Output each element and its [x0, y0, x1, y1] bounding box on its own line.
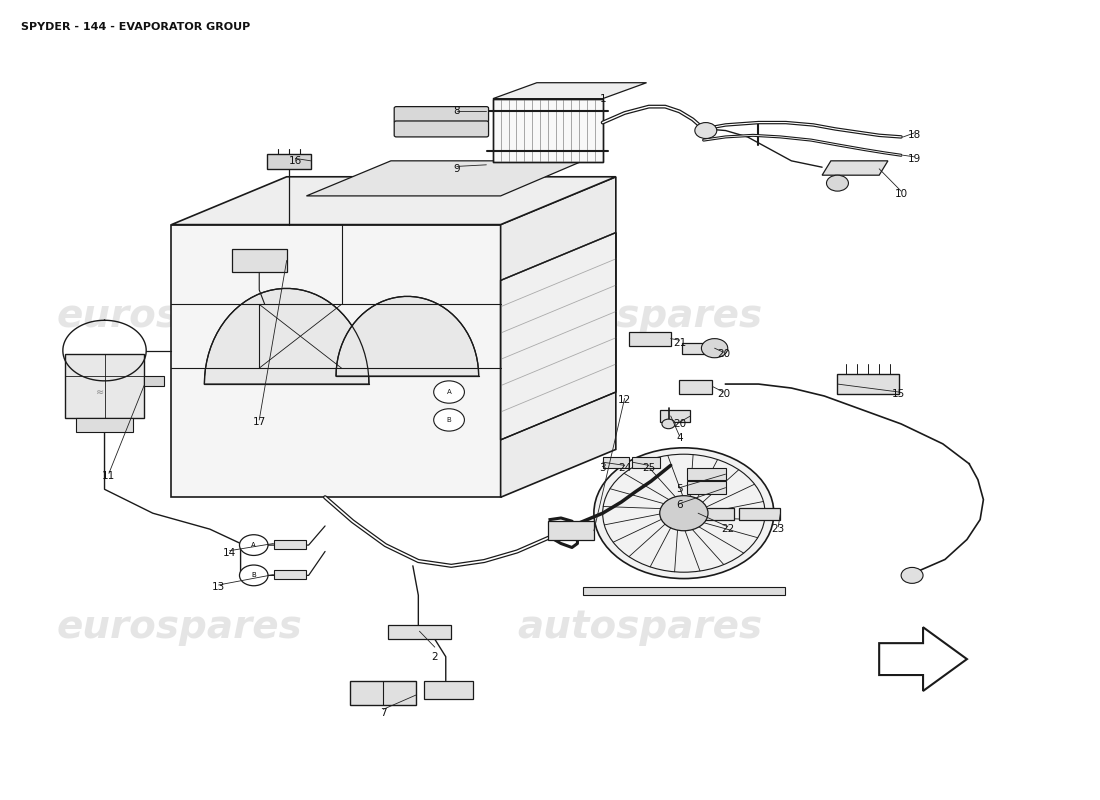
Polygon shape — [629, 332, 671, 346]
Circle shape — [695, 122, 717, 138]
Text: 21: 21 — [673, 338, 686, 347]
Polygon shape — [274, 570, 307, 579]
Circle shape — [594, 448, 773, 578]
Circle shape — [240, 565, 268, 586]
Text: eurospares: eurospares — [56, 298, 302, 335]
Text: 25: 25 — [642, 462, 656, 473]
Circle shape — [660, 496, 708, 530]
Polygon shape — [387, 625, 451, 639]
Polygon shape — [493, 82, 647, 98]
Polygon shape — [172, 177, 616, 225]
Polygon shape — [65, 354, 144, 418]
Polygon shape — [205, 289, 368, 384]
Text: 14: 14 — [223, 548, 236, 558]
Text: B: B — [447, 417, 451, 423]
Polygon shape — [267, 154, 311, 169]
FancyBboxPatch shape — [394, 106, 488, 122]
Polygon shape — [172, 225, 500, 498]
Text: 20: 20 — [717, 389, 730, 398]
Text: eurospares: eurospares — [56, 608, 302, 646]
Polygon shape — [76, 418, 133, 432]
Circle shape — [662, 419, 675, 429]
Polygon shape — [698, 508, 735, 519]
Circle shape — [702, 338, 728, 358]
Text: 2: 2 — [431, 652, 438, 662]
Polygon shape — [232, 249, 287, 273]
Text: 17: 17 — [253, 418, 266, 427]
Polygon shape — [837, 374, 899, 394]
Text: 22: 22 — [722, 524, 735, 534]
Text: A: A — [252, 542, 256, 548]
Text: 8: 8 — [453, 106, 460, 117]
Circle shape — [240, 534, 268, 555]
Text: 11: 11 — [102, 470, 116, 481]
Polygon shape — [603, 458, 629, 468]
Text: autospares: autospares — [517, 298, 762, 335]
Polygon shape — [879, 627, 967, 691]
Polygon shape — [274, 539, 307, 549]
Polygon shape — [493, 98, 603, 162]
Polygon shape — [583, 586, 784, 594]
Circle shape — [901, 567, 923, 583]
Text: 15: 15 — [892, 389, 905, 398]
Text: 5: 5 — [676, 484, 683, 494]
Polygon shape — [144, 376, 164, 386]
Text: 18: 18 — [908, 130, 921, 140]
Text: 13: 13 — [212, 582, 226, 592]
Polygon shape — [660, 410, 691, 422]
Polygon shape — [500, 233, 616, 440]
Text: 20: 20 — [673, 419, 686, 429]
Polygon shape — [682, 342, 715, 354]
Text: ≈: ≈ — [96, 387, 104, 397]
Text: 4: 4 — [676, 434, 683, 443]
Text: 23: 23 — [771, 524, 784, 534]
Text: 1: 1 — [600, 94, 606, 104]
Polygon shape — [822, 161, 888, 175]
Polygon shape — [336, 297, 478, 376]
FancyBboxPatch shape — [394, 121, 488, 137]
Polygon shape — [632, 458, 660, 468]
Text: 7: 7 — [379, 707, 386, 718]
Text: autospares: autospares — [517, 608, 762, 646]
Polygon shape — [548, 521, 594, 539]
Text: 20: 20 — [717, 349, 730, 358]
Text: 6: 6 — [676, 500, 683, 510]
Text: 9: 9 — [453, 164, 460, 174]
Circle shape — [433, 409, 464, 431]
Text: 10: 10 — [894, 190, 908, 199]
Text: A: A — [447, 389, 451, 395]
Circle shape — [826, 175, 848, 191]
Polygon shape — [739, 508, 780, 519]
Text: B: B — [252, 572, 256, 578]
Polygon shape — [424, 681, 473, 699]
Text: 19: 19 — [908, 154, 921, 164]
Polygon shape — [680, 380, 713, 394]
Circle shape — [433, 381, 464, 403]
Text: 24: 24 — [618, 462, 631, 473]
Polygon shape — [688, 468, 726, 480]
Polygon shape — [500, 177, 616, 498]
Polygon shape — [307, 161, 583, 196]
Text: 12: 12 — [618, 395, 631, 405]
Text: SPYDER - 144 - EVAPORATOR GROUP: SPYDER - 144 - EVAPORATOR GROUP — [21, 22, 251, 32]
Text: 3: 3 — [600, 462, 606, 473]
Text: 16: 16 — [289, 156, 302, 166]
Polygon shape — [688, 482, 726, 494]
Polygon shape — [350, 681, 416, 705]
